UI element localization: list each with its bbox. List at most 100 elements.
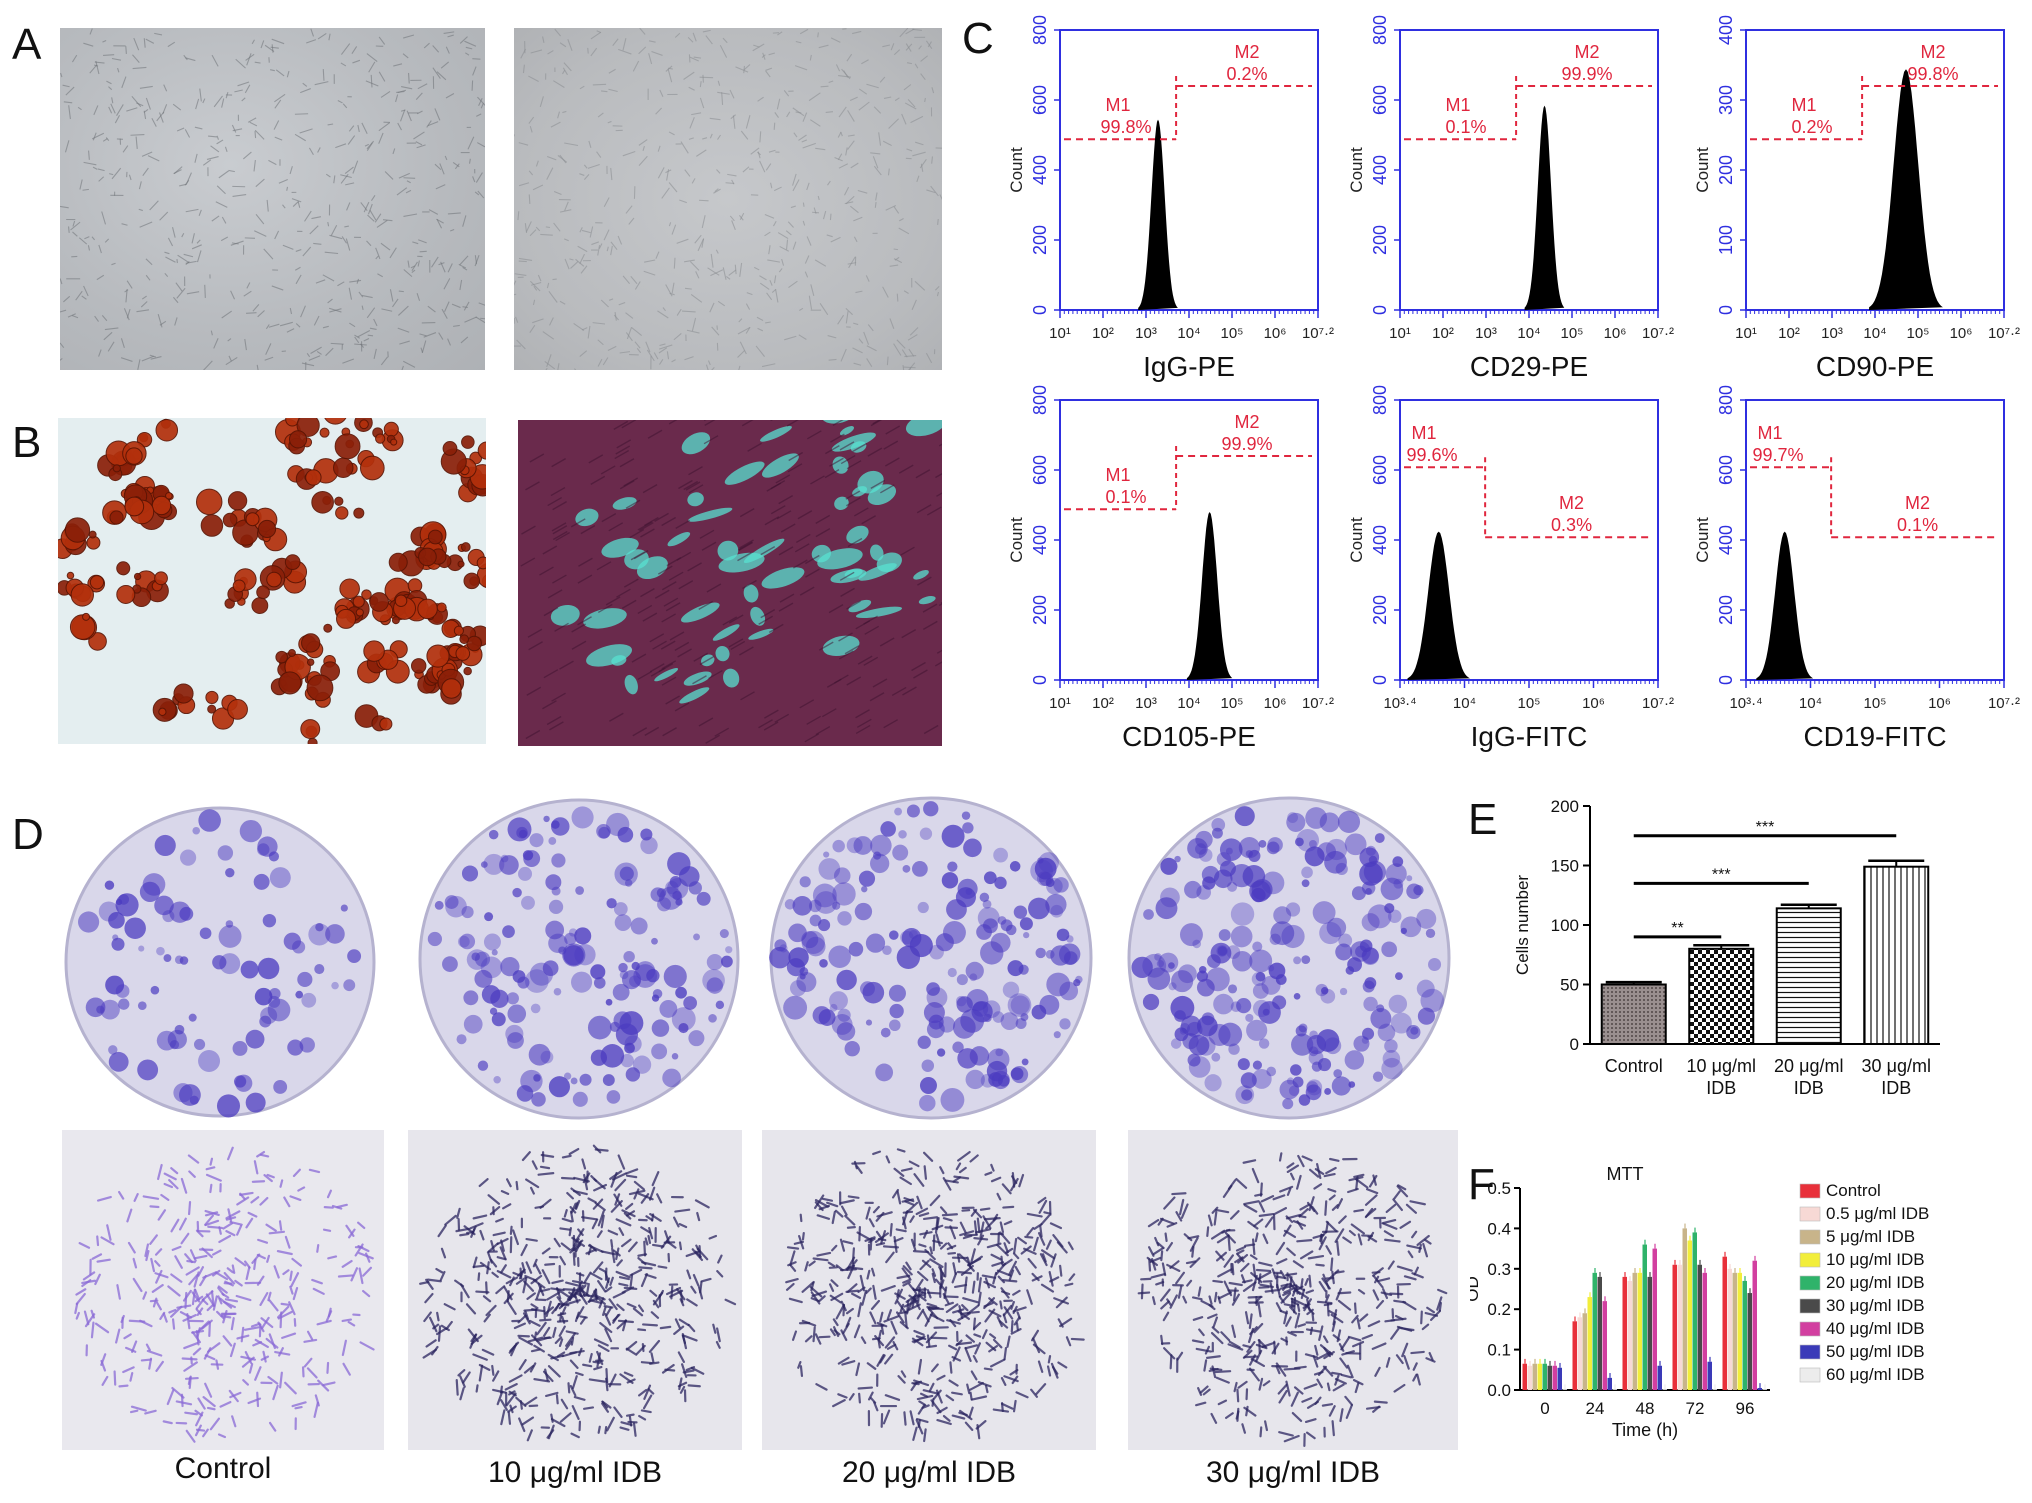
cell [1296,1174,1302,1190]
cell [939,1166,945,1175]
colony-spot [471,952,480,961]
cell [322,1228,332,1232]
fiber [551,457,566,468]
cell-streak [60,309,67,313]
fiber [880,484,895,494]
y-tick-label: 0 [1030,305,1050,315]
cell [633,1180,645,1191]
cell-streak [402,360,416,368]
cell [1247,1295,1263,1299]
cell-streak [88,150,90,160]
cell [804,1335,813,1343]
cell-streak [542,331,555,340]
cell-streak [592,322,606,325]
colony-spot [862,981,885,1004]
cell [977,1277,982,1293]
cell-streak [354,336,360,344]
cell [530,1348,541,1353]
teal-patch [834,496,849,510]
cell-streak [761,363,776,368]
fiber [902,686,917,696]
cell [1137,1291,1151,1295]
cell-streak [145,38,155,44]
cell [882,1409,891,1425]
cell [1278,1152,1283,1162]
cell [1261,1341,1276,1349]
colony-spot [979,892,990,903]
cell [912,1296,921,1311]
fiber [870,479,886,489]
colony-spot [669,875,682,888]
cell-streak [96,274,105,281]
cell [175,1400,193,1406]
cell-streak [295,323,301,328]
fiber [520,557,536,567]
cell [90,1321,95,1339]
cell-streak [709,133,713,139]
cell [563,1209,568,1218]
colony-spot [1319,812,1340,833]
cell-streak [274,136,283,141]
cell-texture [514,28,942,370]
cell-streak [548,290,558,303]
cell [1003,1306,1014,1320]
bar [1642,1244,1647,1390]
bar [1647,1276,1652,1390]
panel-label-c: C [962,14,994,63]
cell [560,1242,571,1251]
cell [530,1274,543,1285]
colony-spot [962,822,974,834]
colony-spot [502,925,515,938]
cell-streak [840,348,847,362]
fiber [546,715,562,726]
cell-streak [546,156,557,161]
cell-streak [309,225,319,235]
colony-spot [1184,880,1202,899]
cell [477,1272,481,1281]
x-tick-label: 10⁵ [1907,325,1930,342]
cell [1305,1431,1316,1440]
cell [620,1421,633,1427]
cell-streak [352,160,359,174]
cell [1206,1226,1210,1237]
cell [988,1297,998,1306]
bar [1632,1272,1637,1390]
legend-swatch [1799,1252,1821,1268]
cell-streak [93,105,99,116]
cell-streak [449,228,455,232]
cell-streak [662,307,666,312]
cell [815,1383,828,1391]
cell-streak [920,163,924,172]
cell [259,1153,270,1158]
cell [191,1331,201,1344]
cell-streak [588,140,592,148]
cell-streak [435,184,446,190]
cell [968,1381,984,1391]
colony-spot [150,985,160,995]
cell [659,1325,672,1330]
x-tick-label: 10⁶ [1264,325,1287,342]
cell [419,1280,430,1285]
cell-streak [246,282,251,289]
cell-streak [598,243,603,249]
cell [1412,1362,1418,1371]
fiber [787,463,803,473]
colony-spot [507,1032,524,1049]
cell-streak [198,209,202,216]
cell-streak [903,84,912,91]
panel-label-a: A [12,20,42,69]
colony-spot [832,882,856,906]
cell [1010,1328,1022,1335]
colony-spot [1273,906,1292,925]
gate-m1-label: M1 [1106,465,1131,485]
cell [873,1401,879,1412]
cell [266,1173,275,1179]
teal-patch [717,540,739,561]
legend-swatch [1799,1321,1821,1337]
cell [163,1182,174,1189]
cell [590,1175,598,1182]
colony-spot [1390,1012,1412,1034]
cell-streak [477,190,485,199]
cell-streak [893,206,900,214]
cell-streak [89,64,98,74]
